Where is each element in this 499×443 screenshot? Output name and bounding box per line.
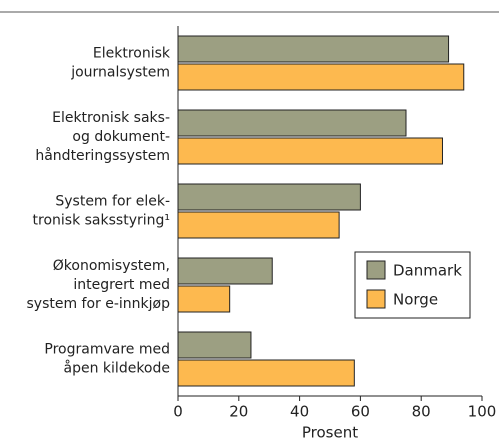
y-tick-label: tronisk saksstyring¹	[33, 213, 170, 229]
x-tick-label: 60	[351, 403, 370, 421]
y-tick-label: integrert med	[73, 277, 170, 293]
y-tick-label: Elektronisk saks-	[52, 110, 170, 126]
y-tick-label: Programvare med	[44, 342, 170, 358]
x-tick-label: 100	[468, 403, 497, 421]
y-tick-label: åpen kildekode	[64, 360, 170, 377]
bar	[177, 331, 252, 359]
bar	[177, 285, 231, 313]
y-tick-label: Elektronisk	[93, 46, 171, 62]
legend-swatch	[366, 260, 386, 280]
legend-label: Norge	[393, 291, 438, 309]
y-tick-label: og dokument-	[72, 129, 170, 145]
x-tick-label: 40	[290, 403, 309, 421]
bar	[177, 35, 450, 63]
y-tick-label: Økonomisystem,	[53, 258, 170, 274]
bar	[177, 257, 273, 285]
bar	[177, 183, 361, 211]
x-tick-label: 20	[229, 403, 248, 421]
bar	[177, 109, 407, 137]
x-tick-label: 80	[412, 403, 431, 421]
legend-swatch	[366, 289, 386, 309]
bar	[177, 137, 443, 165]
bar	[177, 63, 465, 91]
y-tick-label: journalsystem	[70, 65, 170, 81]
x-axis-label: Prosent	[302, 424, 358, 442]
y-tick-label: håndteringssystem	[35, 147, 170, 164]
bar	[177, 359, 355, 387]
bar	[177, 211, 340, 239]
y-tick-label: system for e-innkjøp	[26, 296, 170, 312]
legend-label: Danmark	[393, 262, 462, 280]
x-tick-label: 0	[173, 403, 183, 421]
y-tick-label: System for elek-	[55, 194, 170, 210]
